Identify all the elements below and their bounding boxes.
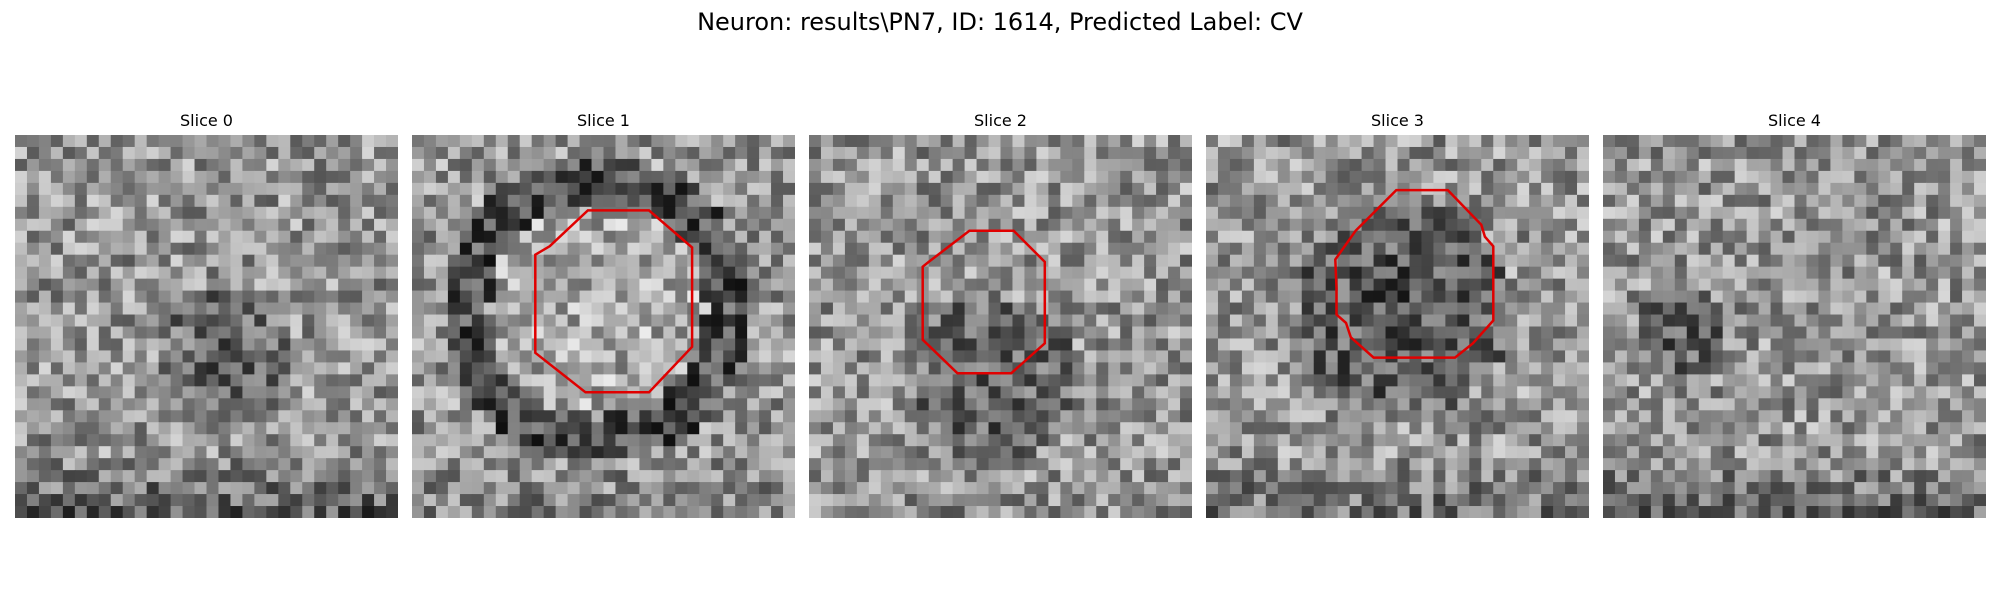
slice-panel-2: Slice 2 bbox=[809, 110, 1192, 518]
slice-title: Slice 1 bbox=[577, 111, 630, 130]
slice-image bbox=[1603, 135, 1986, 518]
slice-image-svg bbox=[809, 135, 1192, 518]
contour-outline bbox=[921, 229, 1047, 375]
slice-title: Slice 3 bbox=[1371, 111, 1424, 130]
slice-image-svg bbox=[412, 135, 795, 518]
figure-title: Neuron: results\PN7, ID: 1614, Predicted… bbox=[697, 8, 1303, 36]
slice-panel-1: Slice 1 bbox=[412, 110, 795, 518]
slice-image-svg bbox=[1603, 135, 1986, 518]
slice-image-svg bbox=[15, 135, 398, 518]
slice-image bbox=[1206, 135, 1589, 518]
slice-title: Slice 0 bbox=[180, 111, 233, 130]
slice-image-svg bbox=[1206, 135, 1589, 518]
slice-panel-0: Slice 0 bbox=[15, 110, 398, 518]
slice-image bbox=[15, 135, 398, 518]
slice-title: Slice 2 bbox=[974, 111, 1027, 130]
contour-outline bbox=[534, 209, 694, 394]
slice-title: Slice 4 bbox=[1768, 111, 1821, 130]
slice-panel-3: Slice 3 bbox=[1206, 110, 1589, 518]
slice-image bbox=[809, 135, 1192, 518]
slice-image bbox=[412, 135, 795, 518]
contour-outline bbox=[1334, 188, 1495, 359]
slice-panel-4: Slice 4 bbox=[1603, 110, 1986, 518]
